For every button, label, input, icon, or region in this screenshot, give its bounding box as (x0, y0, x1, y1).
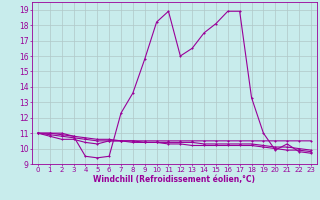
X-axis label: Windchill (Refroidissement éolien,°C): Windchill (Refroidissement éolien,°C) (93, 175, 255, 184)
